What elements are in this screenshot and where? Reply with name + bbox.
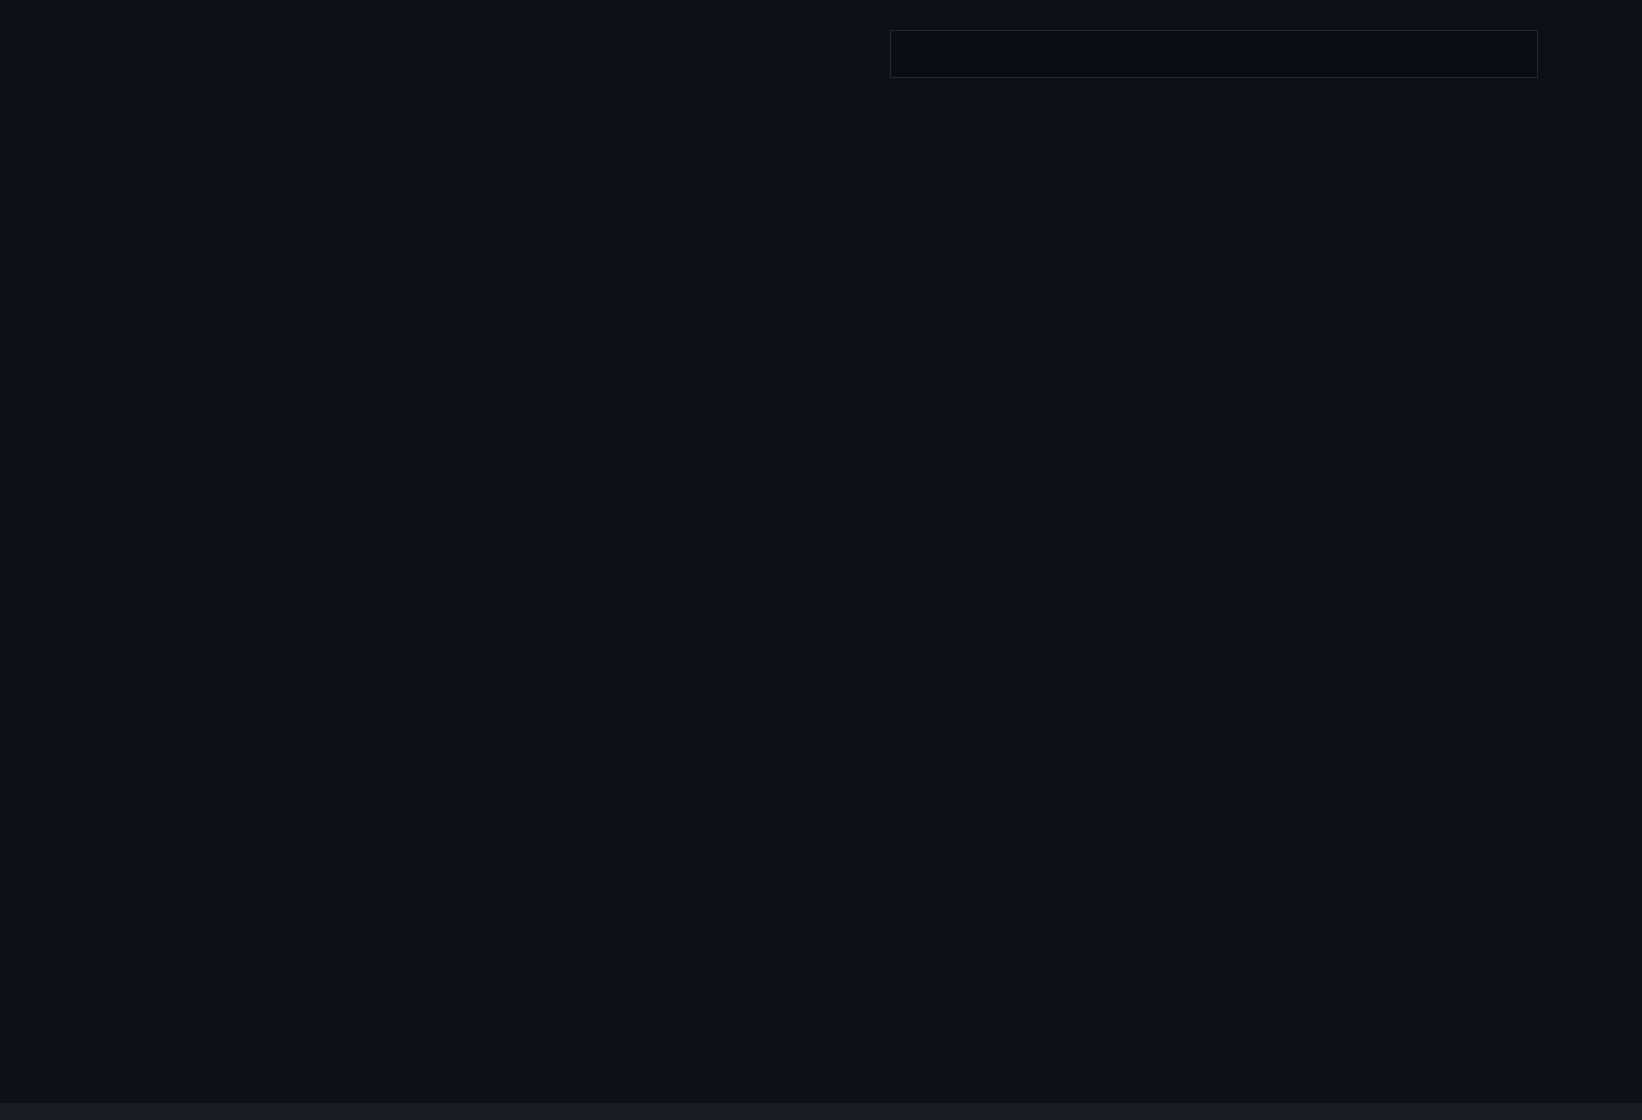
tooltip-date — [891, 31, 1537, 77]
bottom-strip — [0, 1103, 1642, 1120]
tooltip — [890, 30, 1538, 78]
